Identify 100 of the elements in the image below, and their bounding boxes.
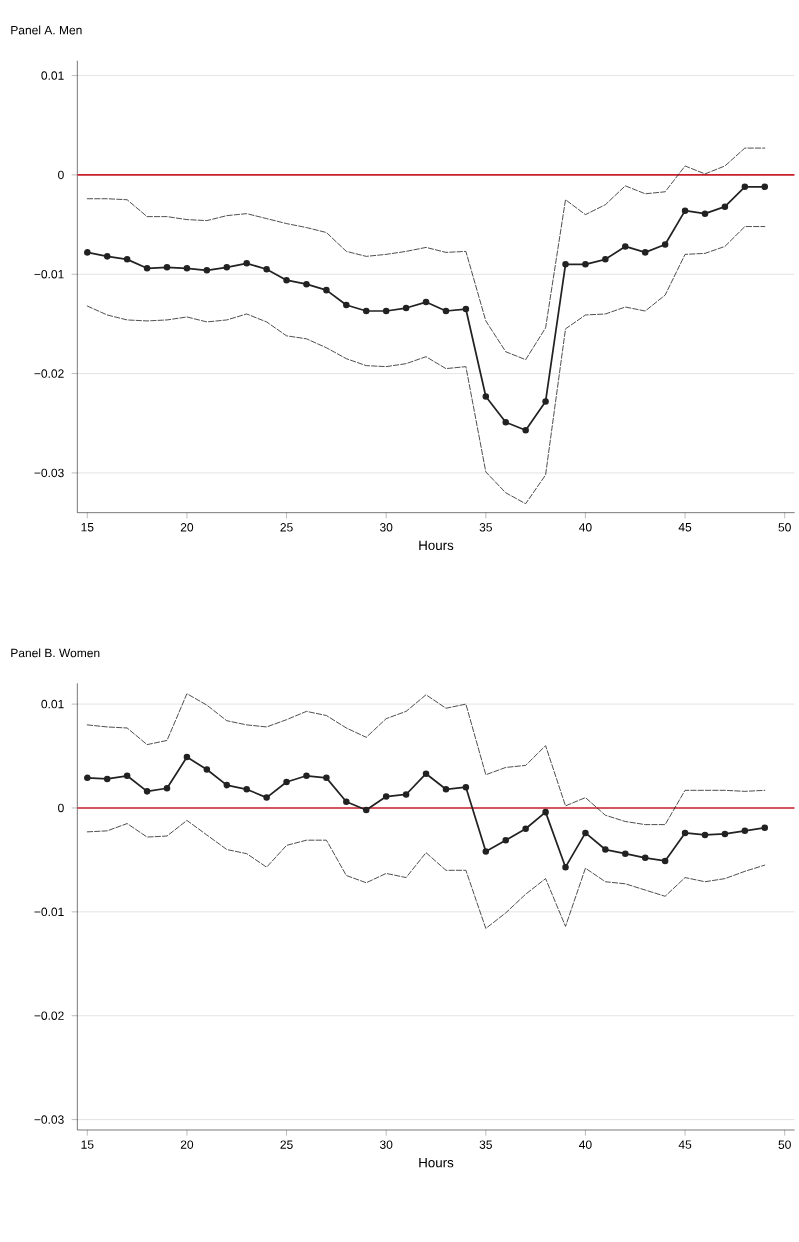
x-tick-label: 35 xyxy=(479,523,492,532)
x-tick-label: 40 xyxy=(579,523,592,532)
point xyxy=(143,265,151,272)
point xyxy=(582,261,589,268)
point xyxy=(263,794,270,801)
point xyxy=(681,207,689,214)
point xyxy=(562,863,569,871)
point xyxy=(442,786,450,793)
point xyxy=(442,307,450,315)
point xyxy=(681,829,689,837)
point xyxy=(701,831,709,839)
y-tick-label: −0.01 xyxy=(34,907,64,917)
y-tick-label: −0.03 xyxy=(34,468,64,478)
point xyxy=(382,307,390,315)
x-tick-label: 20 xyxy=(180,523,194,532)
point xyxy=(622,243,629,250)
point xyxy=(263,266,270,273)
point xyxy=(741,827,749,835)
point xyxy=(622,850,629,857)
point xyxy=(183,265,191,272)
point xyxy=(223,264,231,271)
point xyxy=(422,298,430,306)
x-tick-label: 20 xyxy=(180,1140,194,1149)
point xyxy=(84,774,91,782)
point xyxy=(203,267,211,274)
y-tick-label: 0.01 xyxy=(41,699,64,709)
x-tick-label: 45 xyxy=(678,523,692,532)
point xyxy=(183,753,191,761)
point xyxy=(123,772,131,780)
y-tick-label: −0.02 xyxy=(34,1011,64,1020)
point xyxy=(283,778,290,786)
point xyxy=(243,786,250,793)
x-tick-label: 30 xyxy=(379,523,393,532)
x-tick-label: 30 xyxy=(379,1140,393,1149)
line-series xyxy=(86,147,766,361)
point xyxy=(562,261,569,268)
point xyxy=(582,829,589,837)
point xyxy=(362,307,370,315)
point xyxy=(143,788,151,795)
point xyxy=(741,183,749,191)
point xyxy=(701,210,709,217)
point xyxy=(542,808,549,816)
point xyxy=(103,775,111,783)
point xyxy=(283,276,290,284)
point xyxy=(502,418,509,426)
point xyxy=(362,806,370,814)
point xyxy=(103,253,111,260)
point xyxy=(303,280,310,288)
point xyxy=(661,241,669,248)
point xyxy=(163,784,171,792)
point xyxy=(602,256,609,263)
point xyxy=(761,183,769,191)
x-tick-label: 35 xyxy=(479,1140,492,1149)
x-tick-label: 50 xyxy=(778,1140,791,1149)
point xyxy=(522,825,529,833)
point xyxy=(343,301,350,309)
point xyxy=(243,260,250,267)
y-tick-label: 0.01 xyxy=(41,71,64,80)
point xyxy=(203,766,211,773)
point xyxy=(343,798,350,806)
point xyxy=(402,304,410,312)
line-series xyxy=(86,226,766,505)
x-axis-title: Hours xyxy=(419,1158,454,1168)
point xyxy=(323,286,330,294)
point xyxy=(482,393,490,400)
point xyxy=(462,305,470,313)
x-tick-label: 50 xyxy=(778,523,791,532)
point xyxy=(123,256,131,263)
point xyxy=(422,770,430,777)
point xyxy=(721,830,729,838)
chart-title: Panel B. Women xyxy=(11,648,100,658)
y-tick-label: −0.02 xyxy=(34,369,64,378)
x-tick-label: 15 xyxy=(81,1140,94,1149)
point xyxy=(522,426,529,434)
y-tick-label: 0 xyxy=(58,170,64,180)
x-axis-title: Hours xyxy=(419,540,454,551)
point xyxy=(402,791,410,798)
point xyxy=(84,249,91,256)
point xyxy=(641,249,649,256)
y-tick-label: −0.03 xyxy=(34,1115,64,1124)
point xyxy=(382,793,390,800)
point xyxy=(661,857,669,865)
line-series xyxy=(86,820,766,929)
point xyxy=(303,772,310,780)
point xyxy=(602,846,609,853)
point xyxy=(323,774,330,782)
point xyxy=(641,854,649,862)
x-tick-label: 40 xyxy=(579,1140,592,1149)
point xyxy=(482,848,490,855)
point xyxy=(462,783,470,791)
point xyxy=(502,836,509,844)
x-tick-label: 25 xyxy=(280,523,293,532)
y-tick-label: 0 xyxy=(58,803,64,813)
point xyxy=(542,398,549,405)
x-tick-label: 25 xyxy=(280,1140,293,1149)
x-tick-label: 45 xyxy=(678,1140,692,1149)
y-tick-label: −0.01 xyxy=(34,269,64,279)
point xyxy=(761,824,769,831)
point xyxy=(223,781,231,789)
point xyxy=(721,203,729,210)
